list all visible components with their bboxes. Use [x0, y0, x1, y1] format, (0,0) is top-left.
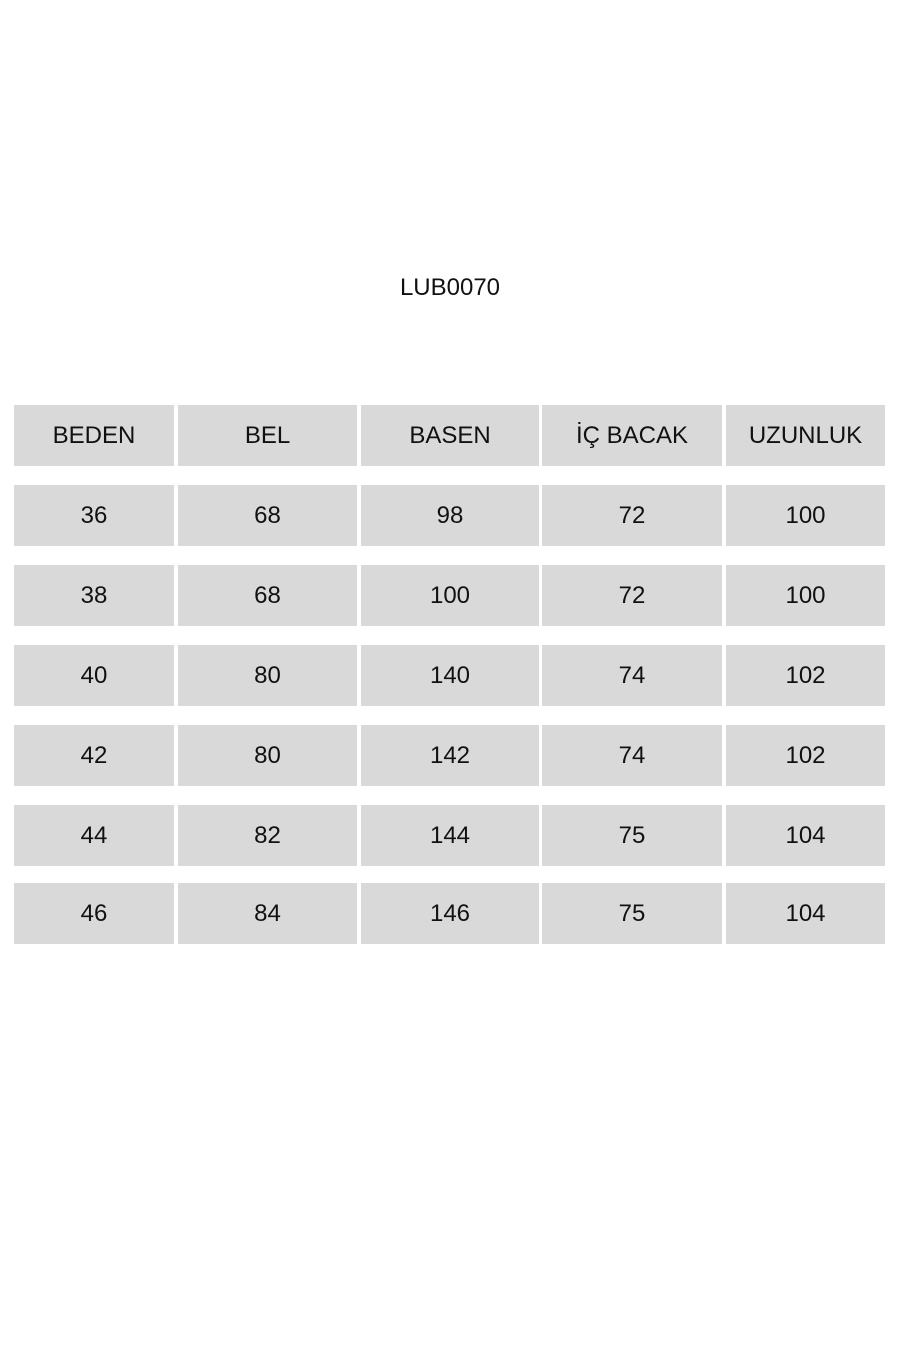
table-cell: 75	[542, 805, 722, 866]
table-cell: 100	[361, 565, 539, 626]
table-header-row: BEDEN BEL BASEN İÇ BACAK UZUNLUK	[0, 405, 900, 466]
header-cell: İÇ BACAK	[542, 405, 722, 466]
table-cell: 46	[14, 883, 174, 944]
table-cell: 74	[542, 725, 722, 786]
table-cell: 75	[542, 883, 722, 944]
table-cell: 142	[361, 725, 539, 786]
table-row: 40 80 140 74 102	[0, 645, 900, 706]
table-cell: 38	[14, 565, 174, 626]
product-code-title: LUB0070	[399, 274, 501, 301]
table-cell: 36	[14, 485, 174, 546]
table-cell: 80	[178, 645, 357, 706]
header-cell: BASEN	[361, 405, 539, 466]
table-cell: 98	[361, 485, 539, 546]
table-cell: 140	[361, 645, 539, 706]
table-cell: 100	[726, 485, 885, 546]
header-cell: BEDEN	[14, 405, 174, 466]
header-cell: BEL	[178, 405, 357, 466]
table-cell: 74	[542, 645, 722, 706]
table-row: 44 82 144 75 104	[0, 805, 900, 866]
table-cell: 100	[726, 565, 885, 626]
table-cell: 72	[542, 485, 722, 546]
table-cell: 82	[178, 805, 357, 866]
table-cell: 44	[14, 805, 174, 866]
table-cell: 146	[361, 883, 539, 944]
table-cell: 72	[542, 565, 722, 626]
table-cell: 144	[361, 805, 539, 866]
table-cell: 42	[14, 725, 174, 786]
table-cell: 104	[726, 805, 885, 866]
table-cell: 102	[726, 645, 885, 706]
table-cell: 68	[178, 485, 357, 546]
table-row: 46 84 146 75 104	[0, 883, 900, 944]
table-row: 36 68 98 72 100	[0, 485, 900, 546]
table-row: 42 80 142 74 102	[0, 725, 900, 786]
header-cell: UZUNLUK	[726, 405, 885, 466]
table-cell: 68	[178, 565, 357, 626]
table-cell: 40	[14, 645, 174, 706]
table-cell: 104	[726, 883, 885, 944]
table-cell: 102	[726, 725, 885, 786]
table-cell: 84	[178, 883, 357, 944]
table-cell: 80	[178, 725, 357, 786]
table-row: 38 68 100 72 100	[0, 565, 900, 626]
